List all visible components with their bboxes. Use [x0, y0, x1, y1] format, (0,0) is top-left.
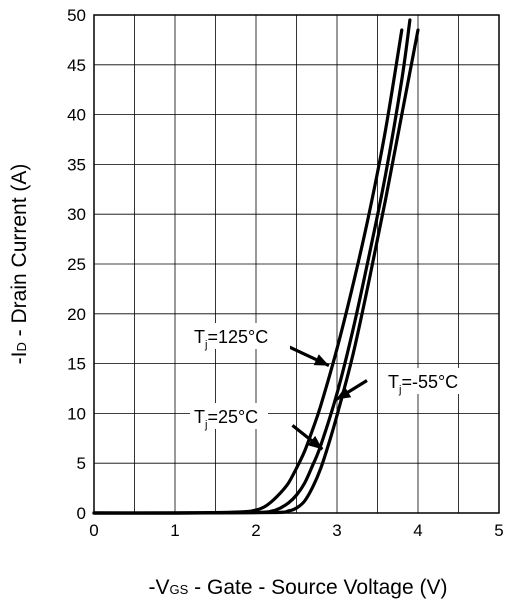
annotation-bg-25 — [190, 403, 268, 429]
y-tick-label: 5 — [77, 454, 86, 473]
annotation-arrows — [283, 343, 368, 451]
annotation-bg-125 — [190, 323, 290, 349]
y-tick-label: 45 — [67, 56, 86, 75]
x-tick-label: 4 — [413, 521, 422, 540]
y-tick-label: 0 — [77, 504, 86, 523]
y-tick-label: 35 — [67, 155, 86, 174]
x-tick-label: 3 — [332, 521, 341, 540]
x-tick-label: 0 — [89, 521, 98, 540]
y-tick-label: 40 — [67, 106, 86, 125]
y-tick-label: 20 — [67, 305, 86, 324]
y-tick-label: 25 — [67, 255, 86, 274]
annotation-tj-125: Tj=125°C — [194, 327, 268, 351]
y-tick-label: 10 — [67, 404, 86, 423]
x-tick-label: 2 — [251, 521, 260, 540]
x-tick-labels: 0 1 2 3 4 5 — [89, 521, 503, 540]
grid — [94, 15, 499, 513]
annotation-tj-25: Tj=25°C — [194, 407, 258, 431]
annotation-arrow-head — [307, 435, 323, 450]
y-tick-label: 15 — [67, 355, 86, 374]
annotation-bg-minus55 — [384, 368, 470, 394]
annotation-arrow-head — [313, 354, 329, 366]
y-tick-label: 50 — [67, 6, 86, 25]
series-line — [92, 28, 420, 515]
annotation-tj-minus55: Tj=-55°C — [388, 372, 458, 396]
x-axis-title: -VGS - Gate - Source Voltage (V) — [149, 576, 448, 599]
y-tick-labels: 0 5 10 15 20 25 30 35 40 45 50 — [67, 6, 86, 523]
x-tick-label: 1 — [170, 521, 179, 540]
series-curves — [92, 18, 420, 515]
annotation-arrow-head — [336, 387, 352, 400]
x-tick-label: 5 — [494, 521, 503, 540]
plot-frame — [93, 14, 500, 514]
y-tick-label: 30 — [67, 205, 86, 224]
y-axis-title: -ID - Drain Current (A) — [8, 164, 31, 365]
